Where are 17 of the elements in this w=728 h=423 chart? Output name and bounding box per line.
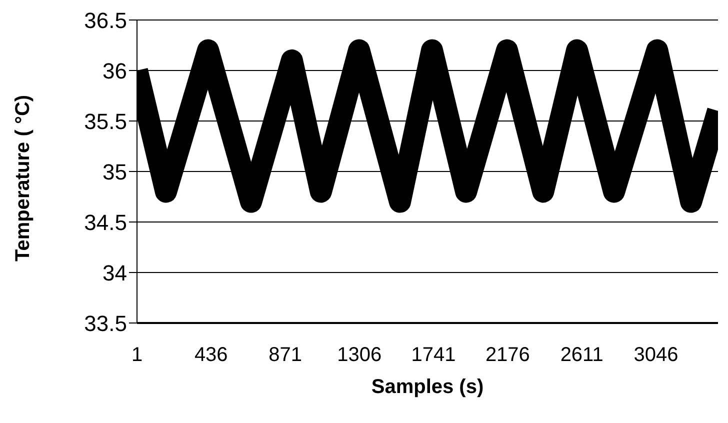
x-tick-label: 871 <box>268 344 302 366</box>
x-tick-label: 1 <box>131 344 143 366</box>
x-tick-label: 2176 <box>485 344 530 366</box>
y-tick-label: 33.5 <box>84 310 127 336</box>
x-tick-label: 1306 <box>337 344 382 366</box>
x-tick-label: 2611 <box>560 344 604 366</box>
y-tick-label: 34.5 <box>84 210 127 235</box>
y-tick-label: 36.5 <box>84 8 127 33</box>
y-tick-label: 36 <box>102 58 127 84</box>
y-tick-label: 35 <box>102 159 127 184</box>
y-tick-label: 35.5 <box>84 108 127 134</box>
x-axis-title: Samples (s) <box>371 376 484 398</box>
y-axis-title: Temperature ( °C) <box>12 94 34 262</box>
x-tick-label: 1741 <box>411 344 456 366</box>
x-tick-label: 3046 <box>634 344 678 366</box>
y-tick-label: 34 <box>102 260 127 286</box>
x-tick-label: 436 <box>194 344 228 366</box>
